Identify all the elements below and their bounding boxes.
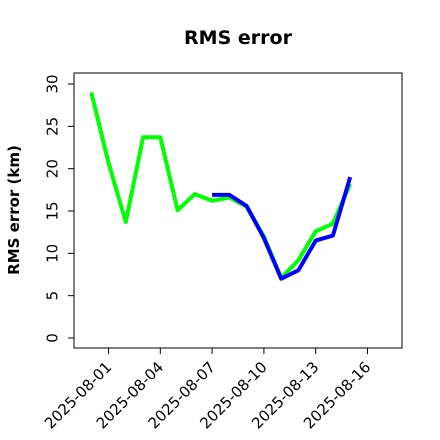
y-axis: 0 5 10 15 20 25 30 [44,74,74,343]
y-tick-label: 15 [44,201,62,220]
y-tick-label: 5 [44,291,62,301]
series-line-1 [89,92,353,280]
series-line-2 [212,176,353,281]
y-axis-title: RMS error (km) [5,145,23,275]
y-tick-label: 30 [44,74,62,93]
y-tick-label: 20 [44,159,62,178]
chart-title: RMS error [184,27,293,49]
x-axis: 2025-08-012025-08-042025-08-072025-08-10… [41,348,374,432]
y-tick-label: 25 [44,117,62,136]
y-tick-label: 0 [44,333,62,343]
y-tick-label: 10 [44,244,62,263]
series-layer [89,92,353,281]
